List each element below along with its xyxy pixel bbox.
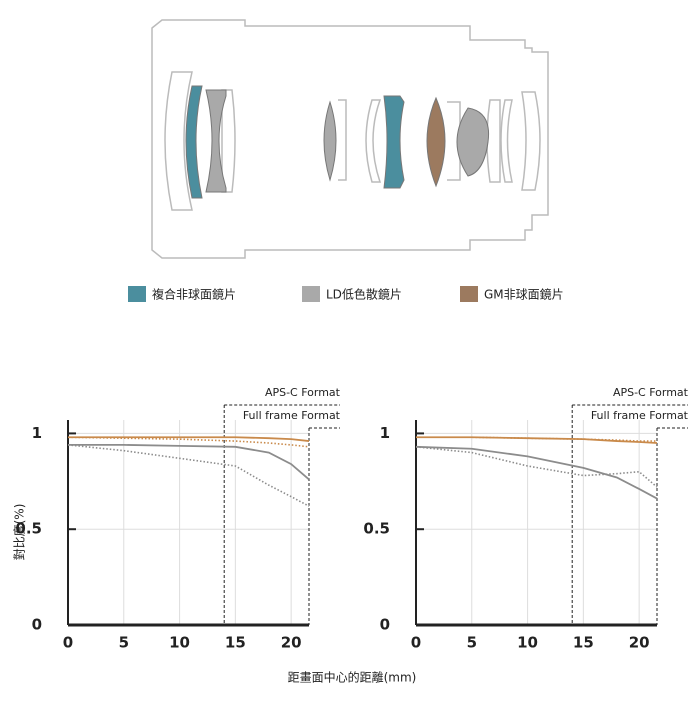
region-label: Full frame Format — [243, 409, 341, 422]
y-axis-label: 對比度(%) — [12, 504, 27, 561]
x-tick-label: 0 — [411, 634, 421, 652]
mtf-curve — [415, 445, 658, 500]
lens-legend: 複合非球面鏡片 LD低色散鏡片 GM非球面鏡片 — [128, 286, 564, 302]
x-tick-label: 5 — [119, 634, 129, 652]
x-tick-label: 15 — [573, 634, 594, 652]
x-tick-label: 0 — [63, 634, 73, 652]
mtf-curve — [68, 444, 310, 481]
y-tick-label: 0.5 — [363, 520, 390, 538]
legend-label: 複合非球面鏡片 — [152, 287, 236, 302]
y-tick-label: 0 — [380, 616, 390, 634]
legend-swatch — [460, 286, 478, 302]
x-tick-label: 5 — [467, 634, 477, 652]
y-tick-label: 0.5 — [15, 520, 42, 538]
x-tick-label: 20 — [281, 634, 302, 652]
x-tick-label: 20 — [629, 634, 650, 652]
y-tick-label: 1 — [32, 424, 42, 442]
x-tick-label: 10 — [169, 634, 190, 652]
x-tick-label: 15 — [225, 634, 246, 652]
mtf-curve — [68, 436, 310, 442]
mtf-curve — [415, 446, 658, 488]
legend-swatch — [302, 286, 320, 302]
y-tick-label: 0 — [32, 616, 42, 634]
region-label: Full frame Format — [591, 409, 689, 422]
region-label: APS-C Format — [613, 386, 689, 399]
x-axis-label: 距畫面中心的距離(mm) — [288, 670, 417, 685]
x-tick-label: 10 — [517, 634, 538, 652]
legend-label: GM非球面鏡片 — [484, 287, 564, 302]
lens-elements — [185, 85, 490, 199]
mtf-curve — [416, 436, 658, 444]
legend-swatch — [128, 286, 146, 302]
mtf-curve — [67, 444, 310, 507]
region-label: APS-C Format — [265, 386, 341, 399]
legend-label: LD低色散鏡片 — [326, 287, 402, 302]
y-tick-label: 1 — [380, 424, 390, 442]
